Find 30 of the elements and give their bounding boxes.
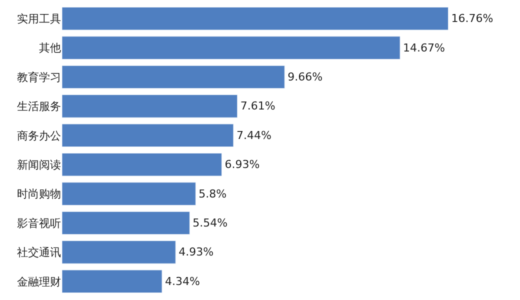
bar — [62, 65, 285, 89]
y-tick-label: 实用工具 — [17, 12, 61, 26]
bar — [62, 270, 162, 294]
bar — [62, 211, 190, 235]
data-label: 6.93% — [224, 158, 260, 172]
y-tick-label: 商务办公 — [17, 129, 61, 142]
y-tick-label: 时尚购物 — [17, 188, 61, 201]
bar — [62, 152, 222, 176]
data-label: 5.54% — [192, 216, 228, 230]
bar — [62, 182, 196, 206]
bar — [62, 94, 238, 118]
data-label: 16.76% — [451, 12, 494, 26]
bar — [62, 6, 448, 30]
data-label: 4.93% — [178, 246, 214, 259]
y-tick-label: 金融理财 — [17, 275, 61, 288]
y-tick-label: 生活服务 — [17, 100, 61, 114]
bar — [62, 124, 234, 148]
bar — [62, 240, 176, 264]
y-tick-label: 影音视听 — [17, 216, 61, 230]
data-label: 5.8% — [198, 187, 227, 200]
y-tick-label: 教育学习 — [17, 70, 61, 84]
data-label: 9.66% — [288, 70, 323, 84]
data-label: 14.67% — [403, 41, 446, 54]
data-label: 7.61% — [240, 100, 276, 113]
y-tick-label: 社交通讯 — [17, 246, 61, 260]
data-label: 7.44% — [236, 128, 272, 142]
data-label: 4.34% — [165, 274, 200, 288]
y-tick-label: 新闻阅读 — [17, 158, 61, 172]
bar — [62, 36, 400, 60]
y-tick-label: 其他 — [39, 42, 61, 55]
